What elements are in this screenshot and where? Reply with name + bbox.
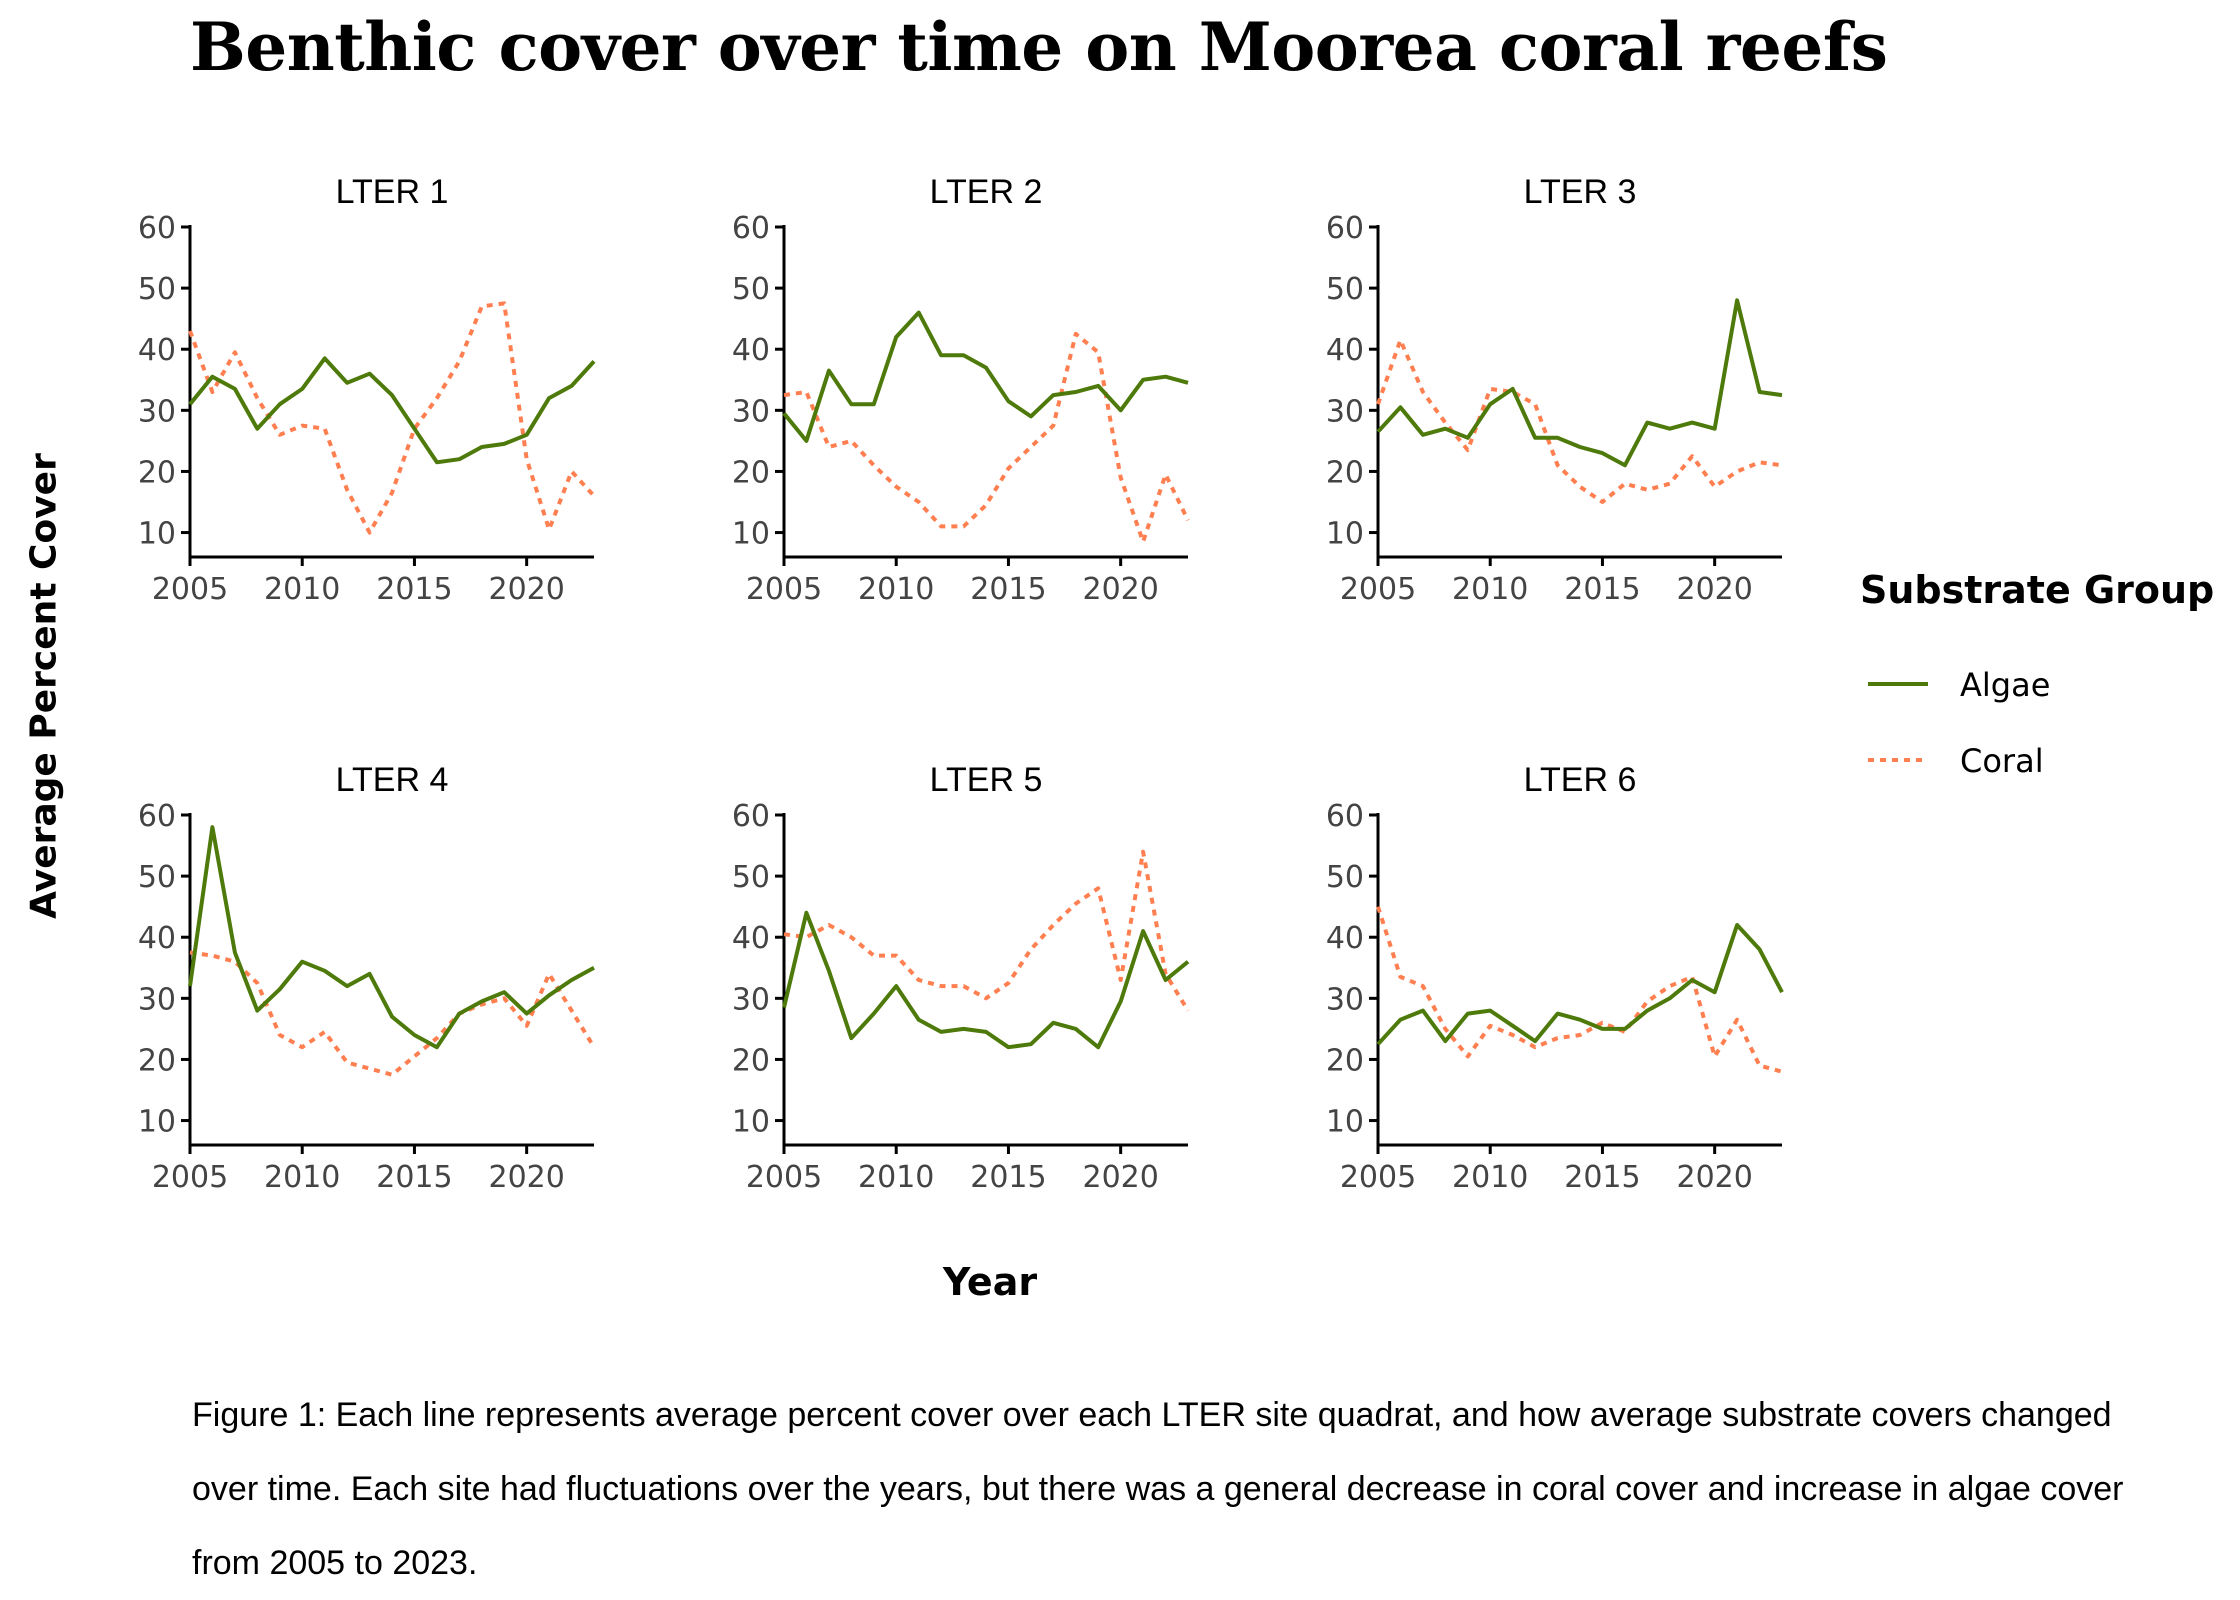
y-tick-label: 20 [732, 455, 770, 490]
series-coral-line [783, 849, 1190, 1012]
y-tick-label: 50 [138, 860, 176, 895]
panel-title: LTER 5 [930, 761, 1043, 799]
legend-title: Substrate Group [1860, 568, 2215, 612]
y-tick-label: 40 [1326, 333, 1364, 368]
y-tick-label: 50 [1326, 860, 1364, 895]
y-tick-label: 20 [732, 1043, 770, 1078]
x-tick-label: 2005 [1340, 572, 1416, 607]
series-algae-line [188, 356, 596, 465]
series-algae-line [188, 825, 595, 1050]
legend: Substrate Group Algae Coral [1860, 568, 2215, 780]
y-tick-label: 60 [732, 211, 770, 246]
y-tick-label: 10 [1326, 517, 1364, 552]
x-tick-label: 2010 [1452, 572, 1528, 607]
y-tick-label: 60 [1326, 211, 1364, 246]
y-tick-label: 40 [1326, 921, 1364, 956]
y-tick-label: 30 [732, 982, 770, 1017]
series-coral-line [783, 331, 1190, 544]
legend-swatch-coral [1868, 758, 1928, 762]
x-tick-label: 2005 [152, 572, 228, 607]
legend-item-coral: Coral [1860, 740, 2220, 780]
legend-label-coral: Coral [1960, 742, 2044, 780]
legend-item-algae: Algae [1860, 664, 2220, 704]
x-tick-label: 2010 [264, 1160, 340, 1195]
legend-label-algae: Algae [1960, 666, 2051, 704]
x-tick-label: 2020 [488, 1160, 564, 1195]
panel-title: LTER 4 [336, 761, 449, 799]
x-tick-label: 2010 [264, 572, 340, 607]
y-tick-label: 10 [138, 1105, 176, 1140]
y-tick-label: 50 [138, 272, 176, 307]
x-tick-label: 2005 [1340, 1160, 1416, 1195]
series-coral-line [1376, 338, 1783, 504]
x-tick-label: 2020 [1676, 1160, 1752, 1195]
y-tick-label: 30 [138, 394, 176, 429]
x-tick-label: 2015 [1564, 572, 1640, 607]
y-tick-label: 30 [732, 394, 770, 429]
x-tick-label: 2020 [488, 572, 564, 607]
y-tick-label: 10 [1326, 1105, 1364, 1140]
y-tick-label: 60 [138, 211, 176, 246]
y-tick-label: 50 [732, 860, 770, 895]
x-tick-label: 2020 [1082, 572, 1158, 607]
series-coral-line [188, 301, 596, 535]
panel-title: LTER 6 [1524, 761, 1637, 799]
y-tick-label: 40 [138, 333, 176, 368]
x-tick-label: 2015 [970, 1160, 1046, 1195]
panel-4: LTER 4 10 20 30 40 50 60 2005 2010 2015 2020 [138, 761, 596, 1195]
y-tick-label: 60 [1326, 799, 1364, 834]
y-tick-label: 40 [732, 921, 770, 956]
y-tick-label: 20 [1326, 1043, 1364, 1078]
series-algae-line [1376, 298, 1783, 468]
y-tick-label: 10 [138, 517, 176, 552]
series-coral-line [1376, 906, 1783, 1074]
panel-title: LTER 1 [336, 173, 449, 211]
panel-6: LTER 6 10 20 30 40 50 60 2005 2010 2015 2020 [1326, 761, 1784, 1195]
y-tick-label: 20 [138, 455, 176, 490]
series-algae-line [782, 910, 1190, 1050]
x-tick-label: 2015 [376, 1160, 452, 1195]
panel-title: LTER 2 [930, 173, 1043, 211]
series-algae-line [782, 310, 1189, 443]
chart-title: Benthic cover over time on Moorea coral … [190, 8, 1888, 86]
series-coral-line [189, 950, 596, 1077]
y-tick-label: 10 [732, 1105, 770, 1140]
panel-5: LTER 5 10 20 30 40 50 60 2005 2010 2015 2020 [732, 761, 1190, 1195]
x-tick-label: 2015 [376, 572, 452, 607]
panel-2: LTER 2 10 20 30 40 50 60 2005 2010 2015 2020 [732, 173, 1190, 607]
y-tick-label: 20 [138, 1043, 176, 1078]
y-tick-label: 10 [732, 517, 770, 552]
y-tick-label: 40 [732, 333, 770, 368]
x-tick-label: 2005 [152, 1160, 228, 1195]
y-tick-label: 60 [138, 799, 176, 834]
panel-3: LTER 3 10 20 30 40 50 60 2005 2010 2015 2020 [1326, 173, 1783, 607]
panel-1: LTER 1 10 20 30 40 50 60 2005 2010 2015 2020 [138, 173, 596, 607]
x-tick-label: 2020 [1082, 1160, 1158, 1195]
panel-title: LTER 3 [1524, 173, 1637, 211]
x-tick-label: 2010 [1452, 1160, 1528, 1195]
series-algae-line [1376, 923, 1784, 1046]
y-tick-label: 60 [732, 799, 770, 834]
x-tick-label: 2005 [746, 1160, 822, 1195]
y-tick-label: 20 [1326, 455, 1364, 490]
y-tick-label: 50 [1326, 272, 1364, 307]
x-tick-label: 2015 [1564, 1160, 1640, 1195]
y-tick-label: 50 [732, 272, 770, 307]
y-tick-label: 40 [138, 921, 176, 956]
figure-caption: Figure 1: Each line represents average p… [192, 1396, 2124, 1582]
y-tick-label: 30 [1326, 394, 1364, 429]
y-tick-label: 30 [138, 982, 176, 1017]
x-tick-label: 2010 [858, 572, 934, 607]
legend-swatch-algae [1868, 682, 1928, 686]
x-tick-label: 2010 [858, 1160, 934, 1195]
x-tick-label: 2005 [746, 572, 822, 607]
x-axis-label: Year [942, 1260, 1038, 1304]
x-tick-label: 2020 [1676, 572, 1752, 607]
x-tick-label: 2015 [970, 572, 1046, 607]
y-tick-label: 30 [1326, 982, 1364, 1017]
